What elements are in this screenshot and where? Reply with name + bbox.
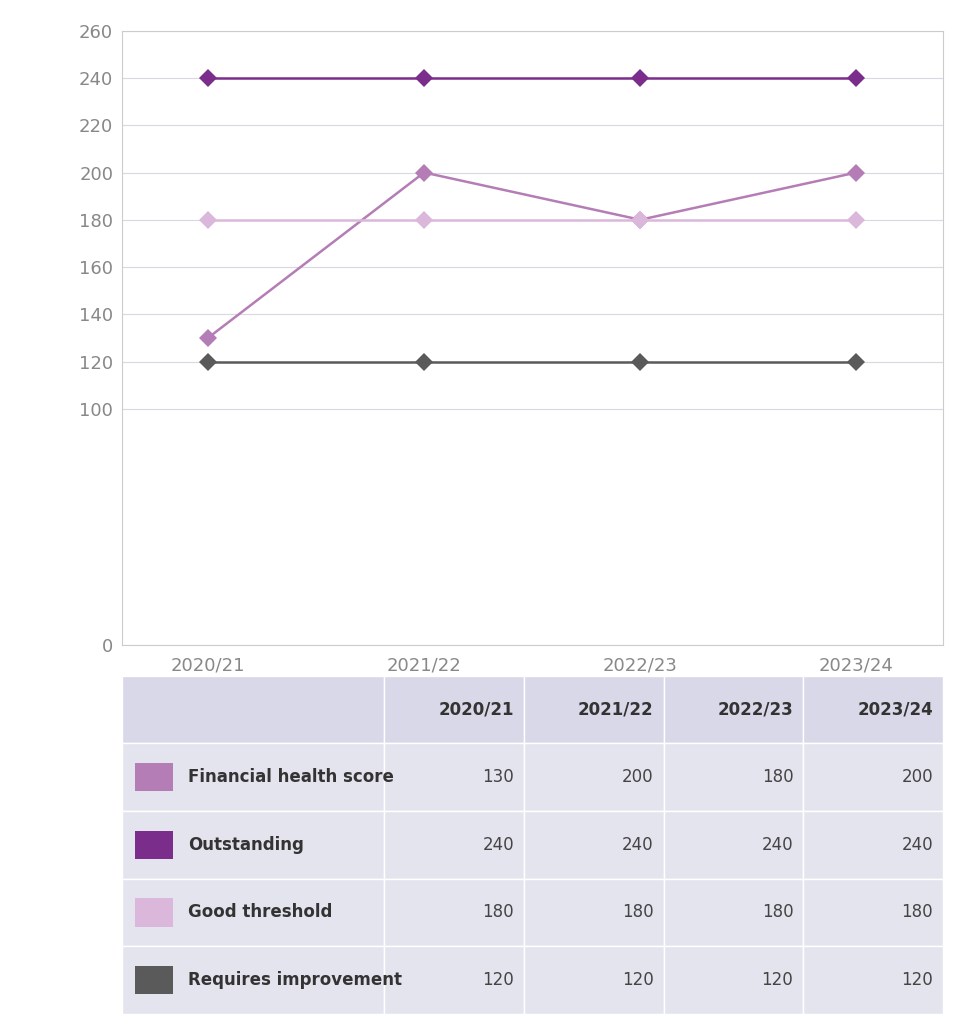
Bar xyxy=(122,676,384,743)
Text: 2021/22: 2021/22 xyxy=(578,700,654,719)
Text: 180: 180 xyxy=(762,903,793,922)
Bar xyxy=(122,946,384,1014)
Bar xyxy=(524,743,664,811)
Bar xyxy=(524,879,664,946)
Bar xyxy=(803,743,943,811)
Bar xyxy=(135,966,173,994)
Bar xyxy=(803,811,943,879)
Text: Financial health score: Financial health score xyxy=(189,768,394,786)
Text: 240: 240 xyxy=(901,836,933,854)
Bar xyxy=(135,763,173,792)
Text: 240: 240 xyxy=(762,836,793,854)
Text: 180: 180 xyxy=(762,768,793,786)
Bar xyxy=(524,946,664,1014)
Text: 180: 180 xyxy=(622,903,654,922)
Bar xyxy=(664,743,803,811)
Text: 2023/24: 2023/24 xyxy=(857,700,933,719)
Text: 200: 200 xyxy=(622,768,654,786)
Text: 130: 130 xyxy=(482,768,514,786)
Bar xyxy=(803,946,943,1014)
Bar xyxy=(122,743,384,811)
Bar xyxy=(384,879,524,946)
Text: 240: 240 xyxy=(622,836,654,854)
Bar xyxy=(384,811,524,879)
Text: 200: 200 xyxy=(901,768,933,786)
Text: 240: 240 xyxy=(482,836,514,854)
Text: Outstanding: Outstanding xyxy=(189,836,304,854)
Bar xyxy=(664,811,803,879)
Bar xyxy=(524,811,664,879)
Bar xyxy=(664,676,803,743)
Text: 120: 120 xyxy=(482,971,514,989)
Text: Requires improvement: Requires improvement xyxy=(189,971,402,989)
Text: 180: 180 xyxy=(482,903,514,922)
Bar xyxy=(122,879,384,946)
Text: 120: 120 xyxy=(901,971,933,989)
Bar xyxy=(664,879,803,946)
Bar xyxy=(664,946,803,1014)
Text: 2022/23: 2022/23 xyxy=(717,700,793,719)
Bar xyxy=(384,946,524,1014)
Bar xyxy=(803,879,943,946)
Text: 120: 120 xyxy=(762,971,793,989)
Bar xyxy=(384,676,524,743)
Bar xyxy=(135,898,173,927)
Bar xyxy=(524,676,664,743)
Text: 120: 120 xyxy=(622,971,654,989)
Text: 2020/21: 2020/21 xyxy=(438,700,514,719)
Bar xyxy=(384,743,524,811)
Bar xyxy=(135,830,173,859)
Text: Good threshold: Good threshold xyxy=(189,903,332,922)
Bar xyxy=(122,811,384,879)
Text: 180: 180 xyxy=(901,903,933,922)
Bar xyxy=(803,676,943,743)
